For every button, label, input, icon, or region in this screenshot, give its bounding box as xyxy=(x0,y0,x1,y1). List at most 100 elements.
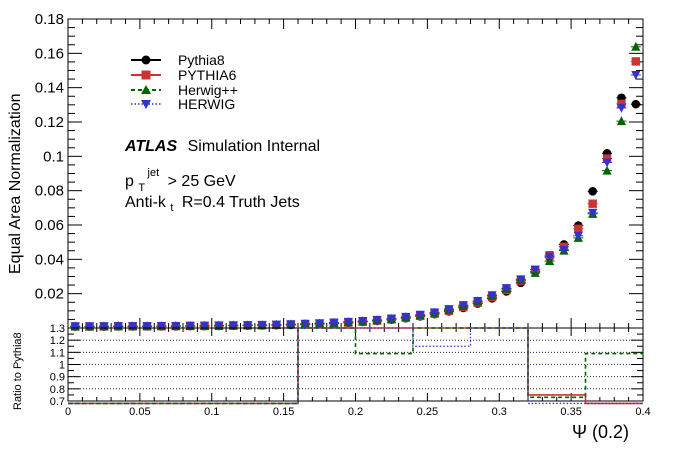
ratio-y-tick-label: 0.8 xyxy=(50,384,65,396)
x-tick-label: 0.3 xyxy=(492,406,507,418)
pt-cut-label: p T jet > 25 GeV xyxy=(125,163,236,195)
ratio-y-axis-label: Ratio to Pythia8 xyxy=(12,332,24,410)
atlas-label: ATLAS Simulation Internal xyxy=(124,138,320,155)
data-point xyxy=(588,208,598,218)
main-y-tick-label: 0.1 xyxy=(43,148,64,165)
x-tick-label: 0.15 xyxy=(273,406,294,418)
data-point xyxy=(329,318,339,328)
ratio-line-herwig xyxy=(68,327,643,405)
data-point xyxy=(544,252,555,262)
legend: Pythia8 PYTHIA6 Herwig++ HERWIG xyxy=(131,52,238,112)
ratio-y-tick-label: 1.3 xyxy=(50,323,65,335)
data-point xyxy=(372,315,382,325)
ratio-y-tick-label: 1.1 xyxy=(50,347,65,359)
ratio-histograms xyxy=(68,327,643,405)
ratio-line-pythia6 xyxy=(68,327,643,405)
data-point xyxy=(501,284,512,294)
main-data-markers xyxy=(70,41,641,332)
ratio-grid xyxy=(68,339,643,390)
data-point xyxy=(113,322,123,332)
data-point xyxy=(559,245,569,255)
main-y-tick-label: 0.02 xyxy=(35,286,64,303)
main-y-tick-label: 0.12 xyxy=(35,114,64,131)
data-point xyxy=(70,322,80,332)
data-point xyxy=(631,99,641,109)
ratio-y-tick-label: 0.9 xyxy=(50,372,65,384)
data-point xyxy=(631,41,641,51)
data-point xyxy=(573,231,583,241)
data-point xyxy=(516,275,526,285)
ratio-y-tick-labels: 1.31.21.110.90.80.7 xyxy=(50,323,65,408)
data-point xyxy=(214,321,224,331)
data-point xyxy=(386,314,397,324)
main-y-tick-label: 0.06 xyxy=(35,217,64,234)
data-point xyxy=(415,310,425,320)
main-y-tick-labels: 0.18 0.16 0.14 0.12 0.1 0.08 0.06 0.04 0.02 xyxy=(35,11,64,303)
legend-entry-pythia8: Pythia8 xyxy=(131,52,225,68)
data-point xyxy=(602,158,612,168)
main-y-tick-label: 0.04 xyxy=(35,251,64,268)
data-point xyxy=(631,70,641,80)
data-point xyxy=(343,317,353,327)
ratio-y-tick-label: 1.2 xyxy=(50,335,65,347)
x-tick-label: 0.4 xyxy=(635,406,650,418)
data-point xyxy=(401,312,411,322)
x-tick-label: 0.1 xyxy=(204,406,219,418)
data-point xyxy=(429,308,440,318)
x-tick-labels: 0 0.05 0.1 0.15 0.2 0.25 0.3 0.35 0.4 xyxy=(65,406,651,418)
data-point xyxy=(458,301,468,311)
data-point xyxy=(84,322,95,332)
main-y-tick-label: 0.18 xyxy=(35,11,64,28)
data-point xyxy=(588,199,597,208)
data-point xyxy=(243,321,253,331)
series-herwig-markers xyxy=(70,70,641,332)
data-point xyxy=(171,321,181,331)
data-point xyxy=(199,321,210,331)
x-tick-label: 0 xyxy=(65,406,71,418)
x-axis-label: Ψ (0.2) xyxy=(572,422,629,442)
legend-entry-pythia6: PYTHIA6 xyxy=(131,67,237,83)
data-point xyxy=(487,291,497,301)
legend-entry-herwig: HERWIG xyxy=(131,96,235,112)
data-point xyxy=(286,320,296,330)
legend-label-pythia6: PYTHIA6 xyxy=(178,67,237,83)
series-herwigpp-markers xyxy=(70,41,641,331)
ratio-axis-ticks xyxy=(67,327,644,402)
data-point xyxy=(617,99,626,109)
data-point xyxy=(314,319,325,329)
data-point xyxy=(616,103,627,113)
legend-entry-herwigpp: Herwig++ xyxy=(131,82,238,98)
data-point xyxy=(574,224,583,233)
data-point xyxy=(271,320,282,330)
data-point xyxy=(631,57,641,66)
ratio-y-tick-label: 0.7 xyxy=(50,396,65,408)
legend-label-herwig: HERWIG xyxy=(178,96,235,112)
data-point xyxy=(228,321,238,331)
main-y-tick-label: 0.14 xyxy=(35,80,64,97)
legend-label-pythia8: Pythia8 xyxy=(178,52,225,68)
ratio-y-tick-label: 1 xyxy=(59,360,65,372)
main-y-tick-label: 0.16 xyxy=(35,45,64,62)
x-tick-label: 0.05 xyxy=(129,406,150,418)
ratio-line-herwigpp xyxy=(68,327,643,405)
data-point xyxy=(99,322,109,332)
data-point xyxy=(358,316,368,326)
data-point xyxy=(602,165,612,175)
data-point xyxy=(616,116,627,126)
legend-label-herwigpp: Herwig++ xyxy=(178,82,238,98)
data-point xyxy=(444,305,454,315)
data-point xyxy=(588,187,597,196)
data-point xyxy=(530,265,540,275)
data-point xyxy=(128,322,138,332)
data-point xyxy=(142,322,152,332)
series-pythia8-markers xyxy=(70,93,641,331)
data-point xyxy=(300,319,310,329)
jet-algorithm-label: Anti-k t R=0.4 Truth Jets xyxy=(125,194,300,215)
x-tick-label: 0.2 xyxy=(348,406,363,418)
data-point xyxy=(473,297,483,307)
main-y-axis-label: Equal Area Normalization xyxy=(7,93,24,274)
data-point xyxy=(156,321,167,331)
main-y-tick-label: 0.08 xyxy=(35,183,64,200)
x-tick-label: 0.25 xyxy=(417,406,438,418)
